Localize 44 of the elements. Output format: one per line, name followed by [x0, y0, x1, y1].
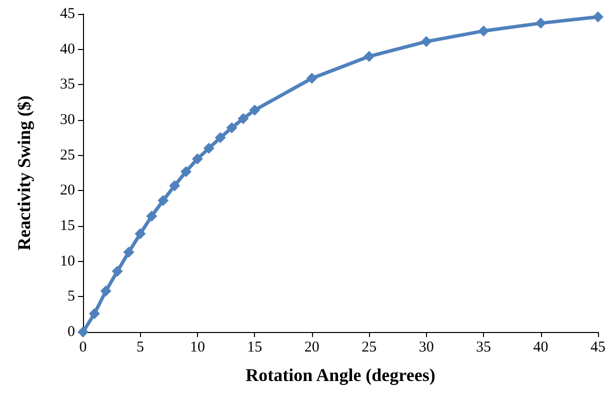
y-tick-label: 10 — [60, 253, 75, 270]
point — [592, 11, 604, 22]
x-tick-label: 40 — [533, 340, 548, 356]
y-tick-label: 15 — [60, 218, 75, 234]
point — [169, 180, 180, 192]
point — [249, 104, 260, 116]
x-tick-label: 25 — [362, 340, 377, 356]
point — [306, 72, 318, 84]
point — [226, 122, 238, 134]
point — [192, 153, 203, 164]
y-tick-label: 35 — [60, 76, 75, 93]
y-tick-label: 45 — [60, 6, 75, 22]
x-tick-label: 15 — [247, 340, 262, 356]
point — [238, 113, 249, 124]
point — [78, 326, 88, 338]
point — [214, 132, 226, 144]
point — [478, 25, 490, 36]
x-tick-label: 10 — [190, 340, 205, 356]
x-tick-label: 45 — [590, 340, 606, 356]
point — [123, 246, 134, 258]
y-tick-label: 30 — [60, 112, 75, 128]
point — [158, 195, 169, 206]
point — [420, 36, 432, 48]
x-axis-title: Rotation Angle (degrees) — [246, 365, 436, 385]
point — [535, 18, 546, 29]
y-tick-label: 5 — [68, 288, 75, 305]
point — [88, 308, 100, 320]
y-tick-label: 40 — [60, 41, 75, 58]
point — [180, 166, 192, 178]
x-tick-label: 35 — [476, 340, 492, 356]
y-axis-title: Reactivity Swing ($) — [14, 96, 34, 250]
point — [146, 210, 158, 222]
x-tick-label: 0 — [79, 340, 87, 356]
x-tick-label: 5 — [136, 340, 144, 356]
y-tick-label: 0 — [68, 324, 75, 340]
point — [364, 50, 375, 62]
x-tick-label: 30 — [418, 340, 434, 356]
y-tick-label: 20 — [60, 182, 75, 199]
point — [134, 228, 146, 240]
point — [203, 142, 214, 154]
point — [100, 286, 112, 297]
x-tick-label: 20 — [304, 340, 320, 356]
point — [112, 266, 123, 277]
y-tick-label: 25 — [60, 147, 75, 164]
